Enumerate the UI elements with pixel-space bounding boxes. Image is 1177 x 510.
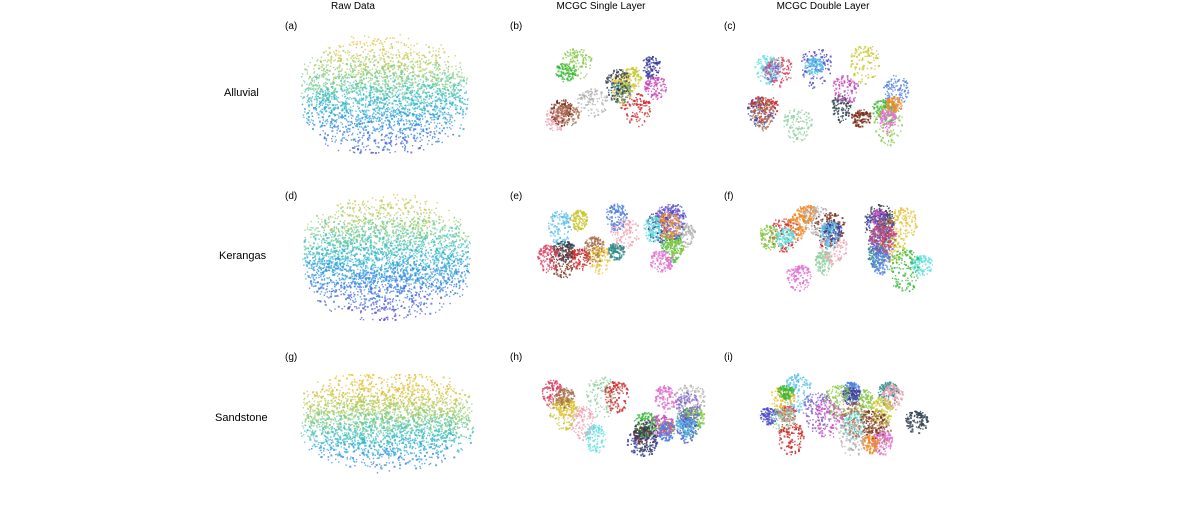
point-cloud-image-b <box>544 48 667 132</box>
row-label-sandstone: Sandstone <box>215 412 268 424</box>
point-cloud-image-e <box>537 203 696 279</box>
panel-label-a: (a) <box>285 21 297 32</box>
point-cloud-image-d <box>302 194 471 321</box>
point-cloud-image-a <box>300 34 469 154</box>
row-label-kerangas: Kerangas <box>219 250 266 262</box>
panel-label-e: (e) <box>510 191 522 202</box>
panel-label-c: (c) <box>724 21 736 32</box>
panel-label-f: (f) <box>724 191 733 202</box>
panel-label-b: (b) <box>510 21 522 32</box>
column-header-mcgc-single-layer: MCGC Single Layer <box>557 1 646 12</box>
panel-label-h: (h) <box>510 352 522 363</box>
row-label-alluvial: Alluvial <box>224 87 259 99</box>
point-cloud-image-i <box>759 373 930 456</box>
point-cloud-image-c <box>747 45 910 147</box>
point-cloud-image-f <box>760 203 934 292</box>
panel-label-g: (g) <box>285 352 297 363</box>
panel-label-i: (i) <box>724 352 733 363</box>
panel-label-d: (d) <box>285 191 297 202</box>
point-cloud-image-g <box>300 374 475 474</box>
column-header-raw-data: Raw Data <box>331 1 375 12</box>
column-header-mcgc-double-layer: MCGC Double Layer <box>777 1 870 12</box>
point-cloud-image-h <box>541 376 706 457</box>
